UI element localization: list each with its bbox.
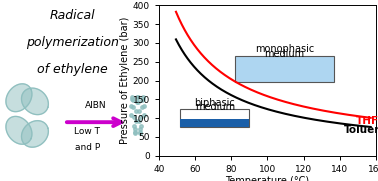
Text: Low T: Low T [74,127,100,136]
Text: of ethylene: of ethylene [37,63,108,76]
Bar [180,110,249,127]
Text: Toluene: Toluene [344,125,378,136]
Text: polymerization: polymerization [26,36,119,49]
Text: and P: and P [75,143,100,152]
X-axis label: Temperature (°C): Temperature (°C) [225,176,310,181]
Text: biphasic: biphasic [195,98,235,108]
Polygon shape [22,121,48,147]
Text: AIBN: AIBN [85,100,107,110]
Bar [235,56,335,82]
Bar [180,119,249,127]
Y-axis label: Pressure of Ethylene (bar): Pressure of Ethylene (bar) [120,17,130,144]
Text: monophasic: monophasic [255,44,314,54]
Text: THF: THF [356,116,378,126]
Polygon shape [22,88,48,115]
Text: Radical: Radical [50,9,96,22]
Text: medium: medium [265,49,305,59]
Text: medium: medium [195,102,235,112]
Polygon shape [6,84,32,112]
Polygon shape [6,116,32,144]
